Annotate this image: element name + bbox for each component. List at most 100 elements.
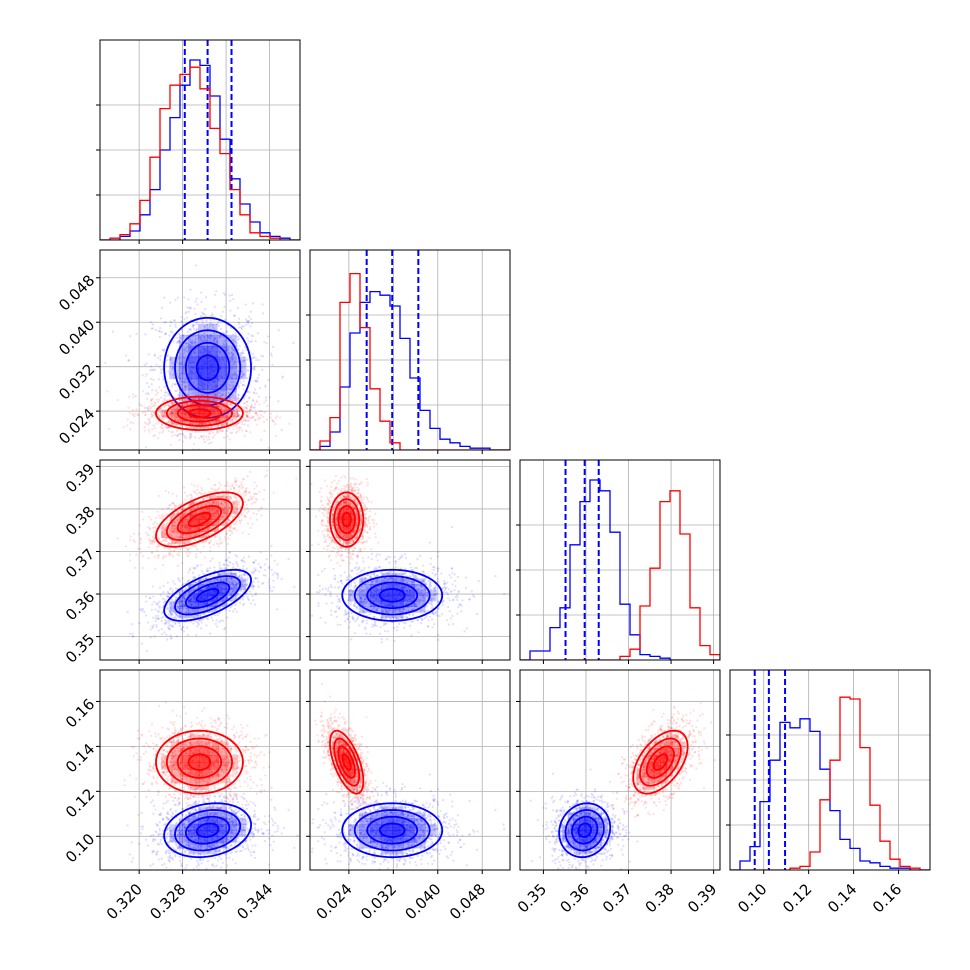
- scatter-point: [163, 532, 167, 535]
- scatter-point: [259, 438, 263, 441]
- scatter-point: [168, 419, 171, 423]
- scatter-point: [219, 395, 222, 398]
- scatter-point: [256, 577, 259, 580]
- scatter-point: [213, 293, 217, 296]
- density-cell: [209, 409, 219, 414]
- scatter-point: [239, 505, 242, 508]
- scatter-point: [141, 566, 144, 570]
- scatter-point: [156, 391, 160, 394]
- scatter-point: [230, 346, 234, 350]
- scatter-point: [183, 364, 186, 367]
- scatter-point: [181, 599, 185, 602]
- scatter-point: [157, 378, 160, 381]
- scatter-point: [167, 619, 170, 622]
- scatter-point: [190, 344, 193, 347]
- scatter-point: [132, 396, 135, 399]
- scatter-point: [252, 571, 255, 575]
- scatter-point: [224, 394, 227, 398]
- scatter-point: [147, 546, 151, 549]
- scatter-point: [192, 323, 195, 327]
- scatter-point: [200, 435, 203, 438]
- scatter-point: [205, 569, 208, 573]
- scatter-point: [232, 339, 235, 342]
- scatter-point: [227, 410, 230, 414]
- scatter-point: [177, 341, 180, 344]
- scatter-point: [222, 414, 226, 418]
- scatter-point: [222, 495, 225, 498]
- scatter-point: [174, 408, 177, 411]
- scatter-point: [183, 541, 186, 545]
- scatter-point: [205, 586, 208, 589]
- scatter-point: [171, 365, 174, 369]
- scatter-point: [196, 564, 200, 567]
- scatter-point: [177, 516, 180, 520]
- scatter-point: [155, 527, 158, 530]
- scatter-point: [228, 529, 231, 533]
- scatter-point: [228, 525, 231, 528]
- scatter-point: [233, 488, 236, 491]
- scatter-point: [189, 546, 192, 550]
- scatter-point: [165, 391, 168, 394]
- scatter-point: [245, 490, 248, 493]
- scatter-point: [219, 419, 222, 423]
- scatter-point: [166, 387, 169, 390]
- scatter-point: [180, 405, 183, 408]
- scatter-point: [170, 625, 173, 628]
- scatter-point: [162, 615, 165, 619]
- scatter-point: [205, 323, 209, 326]
- scatter-point: [218, 336, 221, 339]
- scatter-point: [229, 359, 232, 362]
- scatter-point: [186, 555, 189, 558]
- scatter-point: [176, 401, 179, 404]
- contour-series-0-level-0: [195, 354, 220, 382]
- scatter-point: [269, 412, 273, 415]
- scatter-point: [199, 551, 202, 554]
- scatter-point: [184, 385, 187, 388]
- scatter-point: [147, 385, 151, 388]
- scatter-point: [149, 528, 152, 531]
- scatter-point: [162, 564, 165, 567]
- scatter-point: [181, 577, 184, 580]
- scatter-point: [214, 483, 217, 486]
- scatter-point: [228, 519, 231, 522]
- scatter-point: [207, 402, 210, 405]
- scatter-point: [218, 573, 221, 576]
- scatter-point: [193, 534, 196, 537]
- scatter-point: [204, 422, 208, 425]
- scatter-point: [183, 347, 186, 350]
- density-cell: [188, 389, 199, 402]
- scatter-point: [280, 428, 283, 432]
- scatter-point: [178, 373, 181, 376]
- scatter-point: [167, 507, 170, 510]
- scatter-point: [222, 578, 225, 581]
- scatter-point: [230, 355, 234, 358]
- scatter-point: [185, 607, 188, 610]
- scatter-point: [200, 505, 203, 508]
- scatter-point: [202, 535, 205, 538]
- scatter-point: [221, 405, 224, 408]
- density-cell: [188, 334, 199, 347]
- scatter-point: [252, 585, 255, 588]
- scatter-point: [240, 573, 243, 576]
- scatter-point: [200, 435, 203, 438]
- scatter-point: [247, 598, 250, 602]
- density-cell: [198, 600, 209, 607]
- scatter-point: [183, 598, 186, 601]
- scatter-point: [162, 349, 165, 352]
- scatter-point: [208, 402, 211, 405]
- scatter-point: [133, 415, 136, 418]
- scatter-point: [162, 523, 165, 526]
- scatter-point: [148, 421, 151, 425]
- scatter-point: [262, 582, 265, 585]
- scatter-point: [227, 556, 230, 559]
- scatter-point: [219, 578, 222, 581]
- scatter-point: [206, 567, 209, 570]
- scatter-point: [262, 420, 266, 423]
- scatter-point: [179, 384, 182, 387]
- scatter-point: [192, 443, 196, 446]
- scatter-point: [184, 511, 187, 514]
- scatter-point: [249, 406, 252, 409]
- scatter-point: [179, 362, 182, 365]
- scatter-point: [170, 526, 174, 529]
